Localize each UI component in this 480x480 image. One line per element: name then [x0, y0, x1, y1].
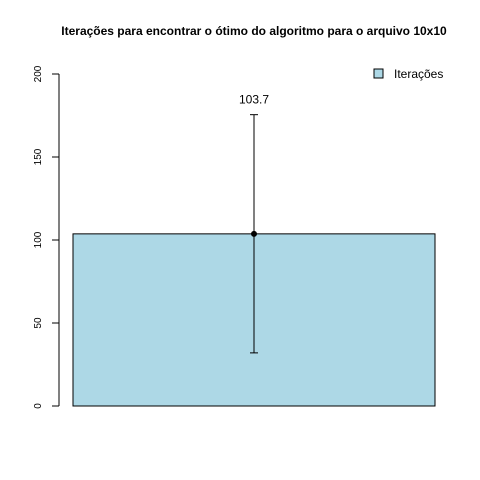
y-tick-label: 100	[33, 231, 44, 248]
y-tick-label: 200	[33, 65, 44, 82]
y-tick-label: 50	[33, 317, 44, 329]
y-axis: 0 50 100 150 200	[33, 65, 60, 409]
legend-label: Iterações	[394, 67, 443, 81]
legend-swatch	[373, 68, 384, 79]
error-bars	[250, 114, 258, 354]
legend: Iterações	[373, 67, 443, 81]
y-tick-label: 150	[33, 148, 44, 165]
mean-point	[251, 230, 257, 237]
value-labels: 103.7	[239, 93, 269, 107]
chart-title: Iterações para encontrar o ótimo do algo…	[61, 24, 447, 38]
value-label: 103.7	[239, 93, 269, 107]
y-tick-label: 0	[33, 403, 44, 409]
